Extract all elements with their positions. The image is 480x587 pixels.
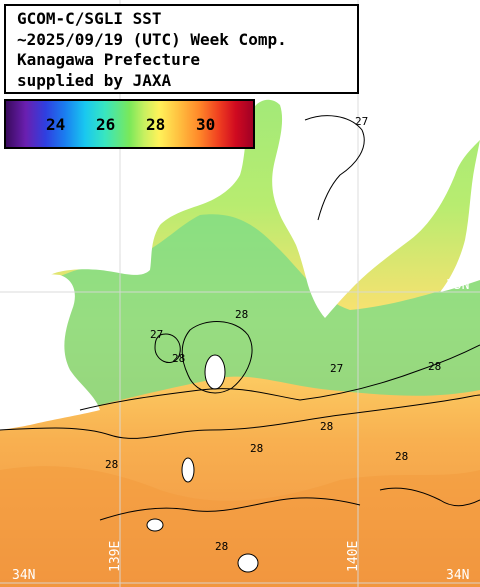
contour-label: 27 — [355, 115, 368, 128]
contour-27-north — [79, 344, 480, 411]
contour-28-south — [99, 497, 361, 521]
title-line-4: supplied by JAXA — [17, 70, 172, 90]
title-line-3: Kanagawa Prefecture — [17, 50, 201, 69]
contour-label: 28 — [250, 442, 263, 455]
grid-label-35n-left: 35N — [12, 278, 36, 293]
contour-label: 28 — [215, 540, 228, 553]
title-box: GCOM-C/SGLI SST ~2025/09/19 (UTC) Week C… — [4, 4, 359, 94]
island-toshima — [181, 457, 195, 483]
land-boso-peninsula — [440, 140, 480, 292]
contour-label: 27 — [150, 328, 163, 341]
color-scale-legend: 24 26 28 30 — [4, 99, 255, 149]
contour-label: 28 — [105, 458, 118, 471]
island-niijima — [146, 518, 164, 532]
title-line-2: ~2025/09/19 (UTC) Week Comp. — [17, 29, 287, 49]
grid-label-139e: 139E — [108, 540, 123, 572]
contour-label: 28 — [428, 360, 441, 373]
legend-tick-26: 26 — [96, 115, 116, 134]
island-miyake — [237, 553, 259, 573]
contour-label: 28 — [172, 352, 185, 365]
contour-label: 28 — [320, 420, 333, 433]
legend-tick-24: 24 — [46, 115, 66, 134]
contour-label: 27 — [330, 362, 343, 375]
contour-28-loop-oshima — [181, 321, 253, 394]
legend-tick-30: 30 — [196, 115, 216, 134]
contour-28-southeast — [379, 487, 480, 507]
grid-label-34n-right: 34N — [446, 568, 470, 583]
contour-27-bay — [304, 115, 365, 221]
grid-label-34n-left: 34N — [12, 568, 36, 583]
contour-28-loop-west — [154, 333, 181, 363]
island-oshima — [204, 354, 226, 390]
land-izu-peninsula — [0, 274, 100, 430]
contour-label: 28 — [395, 450, 408, 463]
title-line-1: GCOM-C/SGLI SST — [17, 9, 162, 28]
grid-label-35n-right: 35N — [446, 278, 470, 293]
legend-tick-28: 28 — [146, 115, 166, 134]
sst-contours — [0, 115, 480, 521]
contour-label: 28 — [235, 308, 248, 321]
contour-labels: 27 28 28 28 27 27 28 28 28 28 28 — [105, 115, 441, 553]
contour-28-mid — [0, 394, 480, 439]
grid-label-140e: 140E — [346, 540, 361, 572]
